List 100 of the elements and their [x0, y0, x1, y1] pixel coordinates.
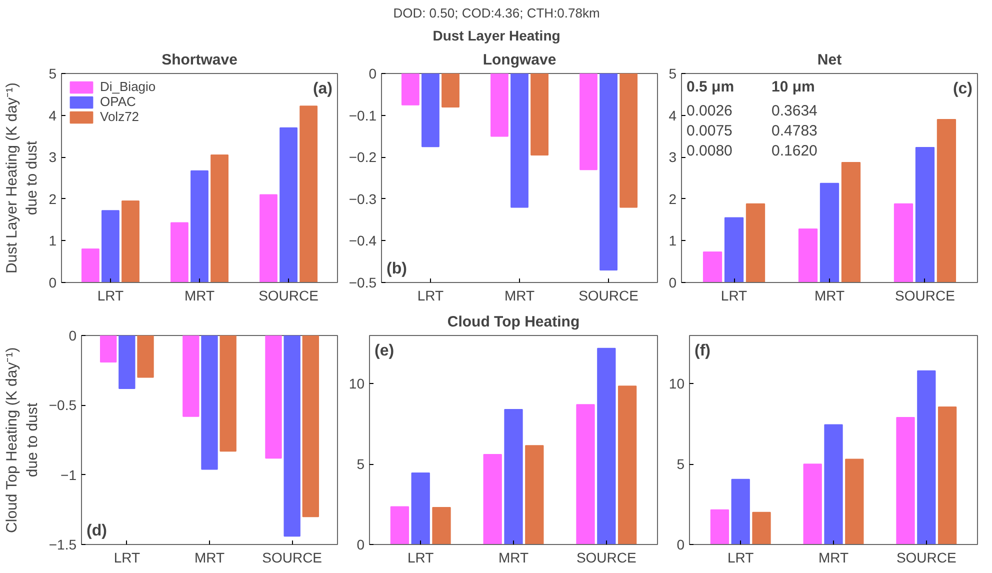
y-tick-label: −1 — [60, 466, 77, 483]
bar — [894, 203, 914, 282]
bar — [411, 472, 430, 544]
bar — [390, 506, 410, 544]
bar — [597, 348, 616, 544]
chart-title: Longwave — [482, 52, 556, 68]
bar — [102, 210, 120, 282]
bar — [504, 408, 523, 544]
y-tick-label: 5 — [676, 456, 685, 472]
x-tick-label: SOURCE — [578, 288, 638, 304]
y-axis-title: Dust Layer Heating (K day⁻¹) due to dust — [3, 82, 41, 274]
y-tick-label: 2 — [668, 190, 677, 207]
bar — [798, 228, 818, 282]
bar — [122, 200, 140, 282]
bar — [752, 512, 771, 544]
y-tick-label: 5 — [48, 66, 57, 82]
bar — [260, 194, 278, 282]
x-tick-label: MRT — [498, 550, 529, 566]
x-tick-label: LRT — [417, 288, 444, 304]
chart-title: Shortwave — [162, 52, 238, 68]
bar — [618, 386, 637, 544]
annotation: 0.0080 — [686, 142, 732, 160]
bar — [81, 248, 100, 282]
annotation: 0.3634 — [772, 102, 818, 120]
text: DOD: 0.50; COD:4.36; CTH:0.78km — [393, 5, 600, 20]
bar — [702, 251, 722, 282]
chart-title: Cloud Top Heating — [447, 314, 580, 330]
text: Dust Layer Heating — [432, 28, 560, 44]
bar — [820, 182, 840, 282]
y-tick-label: −0.3 — [348, 190, 377, 207]
x-tick-label: SOURCE — [895, 288, 955, 304]
y-tick-label: −0.4 — [348, 232, 377, 249]
annotation: 0.5 μm — [686, 78, 734, 96]
legend-label: Di_Biagio — [100, 79, 156, 94]
y-tick-label: −0.5 — [48, 397, 77, 414]
bar — [915, 146, 935, 282]
bar — [710, 509, 730, 544]
y-tick-label: −0.5 — [348, 274, 377, 290]
chart-title: Net — [817, 52, 842, 68]
legend-label: OPAC — [100, 94, 136, 109]
y-tick-label: 0 — [668, 274, 677, 290]
annotation: 0.0075 — [686, 122, 732, 140]
x-tick-label: SOURCE — [896, 550, 956, 566]
y-tick-label: 10 — [348, 376, 365, 392]
bar — [803, 464, 822, 544]
y-tick-label: 0 — [676, 536, 685, 552]
bar — [483, 454, 502, 544]
y-tick-label: 4 — [48, 107, 57, 124]
x-tick-label: LRT — [728, 550, 754, 566]
bar — [845, 458, 864, 544]
bar — [896, 416, 915, 544]
y-tick-label: 2 — [48, 190, 57, 207]
y-axis-title: Cloud Top Heating (K day⁻¹) due to dust — [3, 347, 41, 533]
x-tick-label: MRT — [504, 288, 535, 304]
y-tick-label: 0 — [48, 274, 57, 290]
bar — [280, 127, 298, 282]
bar — [936, 118, 956, 282]
x-tick-label: LRT — [408, 550, 434, 566]
annotation: 10 μm — [772, 78, 815, 96]
y-tick-label: 0 — [68, 328, 77, 344]
x-tick-label: SOURCE — [262, 550, 322, 566]
bar — [210, 154, 228, 282]
annotation: 0.4783 — [772, 122, 818, 140]
y-tick-label: −1.5 — [48, 536, 77, 552]
y-tick-label: 5 — [668, 66, 677, 82]
x-tick-label: MRT — [194, 550, 225, 566]
x-tick-label: MRT — [184, 288, 215, 304]
y-tick-label: 4 — [668, 107, 677, 124]
y-tick-label: 1 — [48, 232, 57, 249]
bar — [917, 370, 936, 544]
y-tick-label: 1 — [668, 232, 677, 249]
bar — [432, 507, 451, 544]
annotation: (d) — [86, 522, 107, 540]
bar — [746, 203, 766, 282]
annotation: (e) — [374, 342, 394, 360]
annotation: (c) — [952, 80, 973, 98]
annotation: (b) — [386, 260, 407, 278]
annotation: 0.1620 — [772, 142, 818, 160]
y-tick-label: 0 — [368, 66, 377, 82]
y-tick-label: −0.1 — [348, 107, 377, 124]
y-tick-label: 5 — [356, 456, 365, 472]
bar — [731, 478, 750, 544]
y-tick-label: 3 — [668, 149, 677, 166]
x-tick-label: SOURCE — [258, 288, 318, 304]
bar — [841, 162, 861, 282]
annotation: 0.0026 — [686, 102, 732, 120]
bar — [576, 404, 595, 544]
bar — [190, 170, 208, 282]
bar — [300, 106, 318, 282]
y-tick-label: 10 — [668, 376, 685, 392]
annotation: (a) — [312, 80, 333, 98]
bar — [824, 424, 843, 544]
bar — [170, 222, 188, 282]
x-tick-label: MRT — [818, 550, 849, 566]
x-tick-label: LRT — [114, 550, 140, 566]
x-tick-label: MRT — [814, 288, 845, 304]
legend-label: Volz72 — [100, 109, 140, 124]
y-tick-label: −0.2 — [348, 149, 377, 166]
bar — [938, 406, 957, 544]
x-tick-label: SOURCE — [576, 550, 636, 566]
